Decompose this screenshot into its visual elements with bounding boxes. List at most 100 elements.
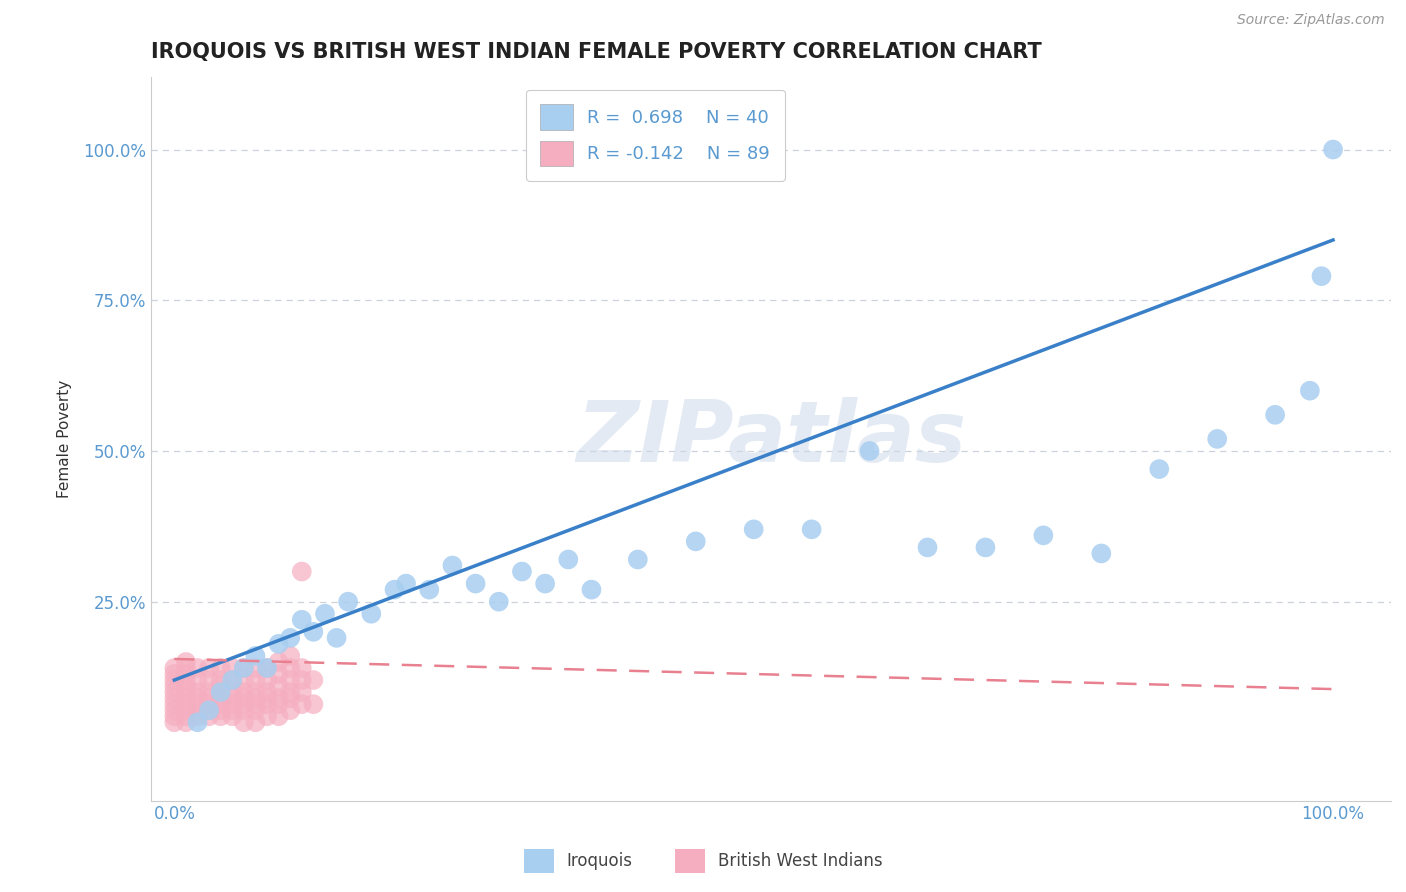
Point (291, 565, 314, 579)
Point (174, 673, 197, 687)
Point (256, 661, 278, 675)
Point (232, 685, 254, 699)
Point (209, 685, 232, 699)
Point (1264, 408, 1286, 422)
Point (198, 703, 221, 717)
Point (186, 703, 208, 717)
Point (174, 685, 197, 699)
Point (232, 697, 254, 711)
Point (163, 679, 186, 693)
Point (291, 613, 314, 627)
Point (418, 582, 440, 597)
Point (221, 703, 243, 717)
Point (232, 661, 254, 675)
Point (221, 661, 243, 675)
Point (1299, 384, 1322, 398)
Point (221, 673, 243, 687)
Point (163, 697, 186, 711)
Point (278, 673, 301, 687)
Point (209, 685, 232, 699)
Point (232, 715, 254, 730)
Legend: R =  0.698    N = 40, R = -0.142    N = 89: R = 0.698 N = 40, R = -0.142 N = 89 (526, 90, 785, 181)
Point (291, 685, 314, 699)
Point (221, 691, 243, 706)
Text: Source: ZipAtlas.com: Source: ZipAtlas.com (1237, 13, 1385, 28)
Point (395, 576, 418, 591)
Point (267, 679, 290, 693)
Point (232, 673, 254, 687)
Y-axis label: Female Poverty: Female Poverty (58, 380, 72, 498)
Point (174, 661, 197, 675)
Point (360, 607, 382, 621)
Point (209, 697, 232, 711)
Point (384, 582, 406, 597)
Point (174, 667, 197, 681)
Point (163, 685, 186, 699)
Point (174, 655, 197, 669)
Point (256, 673, 278, 687)
Point (557, 552, 579, 566)
Point (245, 691, 267, 706)
Point (186, 691, 208, 706)
Point (186, 685, 208, 699)
Point (256, 697, 278, 711)
Point (267, 667, 290, 681)
Point (1149, 462, 1171, 476)
Point (256, 685, 278, 699)
Point (291, 673, 314, 687)
Point (291, 661, 314, 675)
Point (278, 703, 301, 717)
Point (174, 709, 197, 723)
Point (221, 673, 243, 687)
Point (186, 661, 208, 675)
Point (278, 691, 301, 706)
Point (221, 685, 243, 699)
Point (221, 697, 243, 711)
Point (1310, 269, 1333, 284)
Point (325, 631, 347, 645)
Point (974, 541, 997, 555)
Point (163, 673, 186, 687)
Point (209, 703, 232, 717)
Point (464, 576, 486, 591)
Point (488, 595, 510, 609)
Point (163, 691, 186, 706)
Point (245, 697, 267, 711)
Point (198, 661, 221, 675)
Point (209, 679, 232, 693)
Point (198, 709, 221, 723)
Point (742, 522, 765, 536)
Point (163, 703, 186, 717)
Point (174, 679, 197, 693)
Point (256, 661, 278, 675)
Point (256, 691, 278, 706)
Point (314, 607, 336, 621)
Point (278, 631, 301, 645)
Point (800, 522, 823, 536)
Point (232, 661, 254, 675)
Point (1322, 143, 1344, 157)
Point (209, 691, 232, 706)
Point (174, 715, 197, 730)
Point (278, 661, 301, 675)
Point (186, 709, 208, 723)
Point (534, 576, 557, 591)
Point (291, 697, 314, 711)
Point (441, 558, 464, 573)
Point (186, 697, 208, 711)
Point (278, 648, 301, 663)
Legend: Iroquois, British West Indians: Iroquois, British West Indians (517, 842, 889, 880)
Point (267, 637, 290, 651)
Point (221, 709, 243, 723)
Point (245, 673, 267, 687)
Point (163, 715, 186, 730)
Point (209, 661, 232, 675)
Point (278, 685, 301, 699)
Point (232, 703, 254, 717)
Point (302, 697, 325, 711)
Point (917, 541, 939, 555)
Point (174, 697, 197, 711)
Point (198, 703, 221, 717)
Point (163, 709, 186, 723)
Point (627, 552, 650, 566)
